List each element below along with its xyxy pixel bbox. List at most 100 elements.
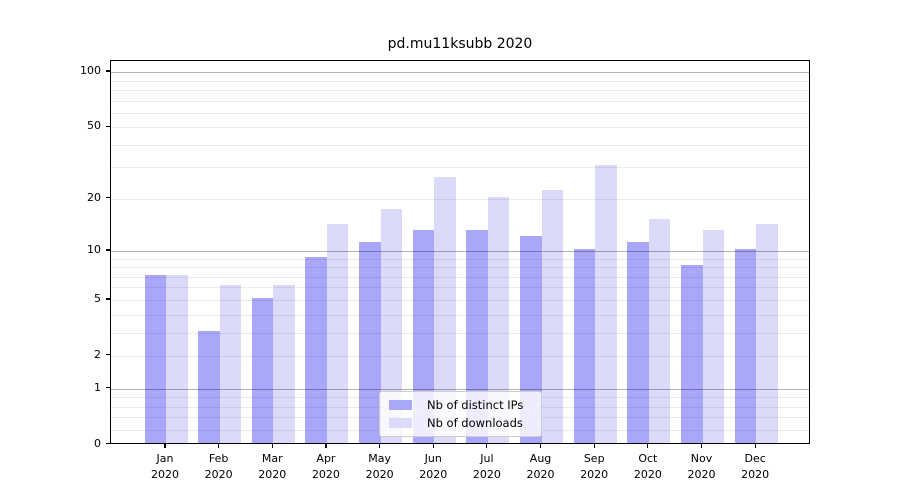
x-tick-mark (432, 444, 434, 448)
gridline-minor (111, 355, 809, 357)
gridline-minor (111, 80, 809, 82)
x-tick-label-year: 2020 (741, 468, 770, 481)
legend-label-distinct-ips: Nb of distinct IPs (427, 398, 524, 412)
y-tick-label: 10 (87, 243, 101, 256)
gridline-minor (111, 127, 809, 129)
legend-entry-downloads: Nb of downloads (389, 416, 532, 430)
x-tick-label-year: 2020 (472, 468, 501, 481)
bar-nb-of-distinct-ips-mar (251, 297, 274, 443)
x-tick-mark (700, 444, 703, 448)
x-tick-label-month: Jun (424, 452, 442, 465)
gridline-minor (111, 314, 809, 316)
x-tick-label-year: 2020 (633, 468, 662, 481)
x-tick-label-month: Mar (261, 452, 283, 465)
x-tick-label-year: 2020 (258, 468, 287, 481)
x-tick-label-month: Jan (156, 452, 174, 465)
x-tick-label-year: 2020 (687, 468, 716, 481)
y-tick-mark (106, 442, 110, 445)
bar-nb-of-downloads-jan (166, 274, 188, 443)
x-tick-label-year: 2020 (365, 468, 394, 481)
bar-nb-of-downloads-feb (219, 285, 242, 443)
x-tick-mark (218, 444, 220, 448)
x-tick-label-month: May (368, 452, 391, 465)
y-tick-mark (106, 298, 110, 300)
bar-nb-of-distinct-ips-nov (681, 265, 703, 443)
bar-nb-of-downloads-aug (541, 189, 564, 443)
x-tick-mark (379, 444, 381, 448)
legend-swatch-downloads (389, 418, 412, 428)
x-tick-label-year: 2020 (151, 468, 179, 481)
legend-swatch-distinct-ips (389, 400, 412, 410)
x-tick-mark (164, 444, 166, 448)
y-tick-mark (106, 354, 110, 356)
x-tick-label-year: 2020 (311, 468, 340, 481)
bar-nb-of-distinct-ips-jul (466, 229, 488, 443)
y-tick-label: 5 (94, 291, 101, 305)
bar-nb-of-distinct-ips-apr (305, 256, 327, 443)
legend-label-downloads: Nb of downloads (427, 416, 523, 430)
x-tick-label-year: 2020 (419, 468, 448, 481)
gridline-minor (111, 332, 809, 334)
x-tick-label-year: 2020 (526, 468, 555, 481)
gridline-major (111, 388, 809, 390)
gridline-minor (111, 144, 809, 146)
bar-nb-of-downloads-mar (273, 285, 295, 443)
legend: Nb of distinct IPs Nb of downloads (379, 391, 542, 437)
y-tick-mark (106, 70, 110, 72)
gridline-minor (111, 267, 809, 269)
gridline-minor (111, 89, 809, 91)
y-tick-label: 0 (94, 436, 101, 450)
bar-nb-of-downloads-sep (595, 165, 617, 443)
x-tick-mark (271, 444, 273, 448)
bar-nb-of-downloads-dec (756, 223, 778, 443)
bar-nb-of-downloads-jul (487, 196, 510, 443)
bar-nb-of-distinct-ips-oct (627, 242, 649, 443)
x-tick-label-month: Nov (690, 452, 713, 465)
x-tick-label-month: Feb (208, 452, 229, 465)
gridline-minor (111, 167, 809, 169)
gridline-minor (111, 112, 809, 114)
x-tick-label-month: Oct (638, 452, 658, 465)
y-tick-mark (106, 386, 110, 389)
x-tick-mark (647, 444, 649, 448)
bar-nb-of-distinct-ips-dec (734, 249, 757, 443)
bar-nb-of-downloads-nov (702, 229, 724, 443)
x-tick-mark (754, 444, 756, 448)
y-tick-label: 1 (94, 380, 101, 394)
x-tick-label-month: Sep (583, 452, 605, 465)
gridline-minor (111, 100, 809, 102)
bar-nb-of-downloads-apr (326, 223, 349, 443)
gridline-minor (111, 198, 809, 200)
gridline-major (111, 72, 809, 74)
bar-nb-of-downloads-may (380, 209, 403, 443)
legend-entry-distinct-ips: Nb of distinct IPs (389, 398, 532, 412)
y-tick-mark (106, 197, 110, 199)
chart-title: pd.mu11ksubb 2020 (387, 36, 533, 52)
x-tick-label-month: Dec (744, 452, 766, 465)
y-tick-label: 100 (80, 64, 101, 78)
y-tick-mark (106, 125, 110, 127)
gridline-major (111, 251, 809, 252)
x-tick-label-year: 2020 (204, 468, 233, 481)
bar-nb-of-distinct-ips-may (359, 242, 381, 443)
gridline-minor (111, 258, 809, 260)
bar-nb-of-distinct-ips-sep (573, 249, 596, 443)
bar-nb-of-distinct-ips-feb (198, 330, 220, 443)
gridline-minor (111, 287, 809, 289)
bar-nb-of-distinct-ips-jun (412, 229, 435, 443)
plot-area (110, 60, 810, 444)
x-tick-mark (593, 444, 595, 448)
bar-nb-of-downloads-oct (648, 218, 671, 443)
x-tick-label-month: Apr (316, 452, 336, 465)
y-tick-label: 2 (94, 347, 101, 361)
x-tick-label-year: 2020 (580, 468, 609, 481)
y-tick-label: 50 (87, 119, 101, 133)
x-tick-label-month: Jul (480, 452, 494, 465)
x-tick-mark (539, 444, 542, 448)
y-tick-mark (106, 249, 110, 251)
y-tick-label: 20 (87, 190, 101, 204)
gridline-minor (111, 276, 809, 278)
bar-nb-of-distinct-ips-jan (144, 274, 166, 443)
x-tick-label-month: Aug (529, 452, 552, 465)
